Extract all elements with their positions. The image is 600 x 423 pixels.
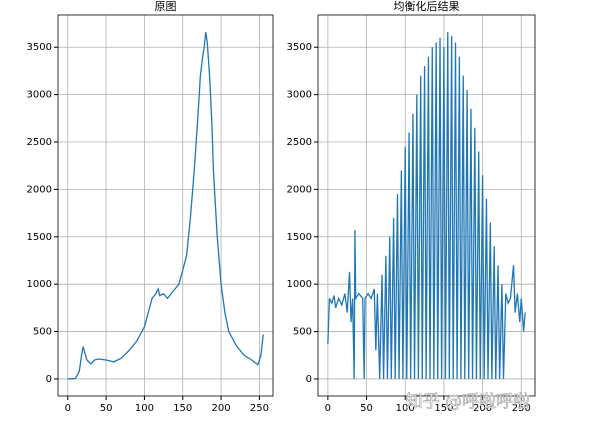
x-tick-label: 0: [65, 403, 71, 414]
y-tick-label: 1000: [287, 279, 312, 290]
y-tick-label: 3500: [287, 42, 312, 53]
y-tick-label: 2500: [287, 137, 312, 148]
data-line: [67, 31, 264, 380]
y-tick-label: 3500: [27, 42, 52, 53]
data-line: [327, 32, 526, 379]
y-tick-label: 2500: [27, 137, 52, 148]
y-tick-label: 2000: [287, 184, 312, 195]
x-tick-label: 50: [100, 403, 113, 414]
x-tick-label: 0: [325, 403, 331, 414]
y-tick-label: 1500: [287, 232, 312, 243]
chart-title: 均衡化后结果: [394, 0, 460, 13]
x-tick-label: 150: [173, 403, 192, 414]
axes-frame: [317, 14, 536, 397]
x-tick-label: 150: [434, 403, 453, 414]
y-tick-label: 3000: [287, 90, 312, 101]
watermark: 知乎 @呼啦呼啦: [406, 392, 530, 412]
y-tick-label: 500: [33, 327, 52, 338]
y-tick-label: 500: [293, 327, 312, 338]
x-tick-label: 200: [212, 403, 231, 414]
axes-frame: [57, 14, 274, 397]
chart-title: 原图: [155, 0, 177, 13]
y-tick-label: 1500: [27, 232, 52, 243]
y-tick-label: 1000: [27, 279, 52, 290]
x-tick-label: 50: [360, 403, 373, 414]
y-tick-label: 3000: [27, 90, 52, 101]
x-tick-label: 250: [250, 403, 269, 414]
y-tick-label: 2000: [27, 184, 52, 195]
y-tick-label: 0: [46, 374, 52, 385]
x-tick-label: 250: [512, 403, 531, 414]
x-tick-label: 100: [396, 403, 415, 414]
x-tick-label: 100: [135, 403, 154, 414]
y-tick-label: 0: [306, 374, 312, 385]
x-tick-label: 200: [473, 403, 492, 414]
